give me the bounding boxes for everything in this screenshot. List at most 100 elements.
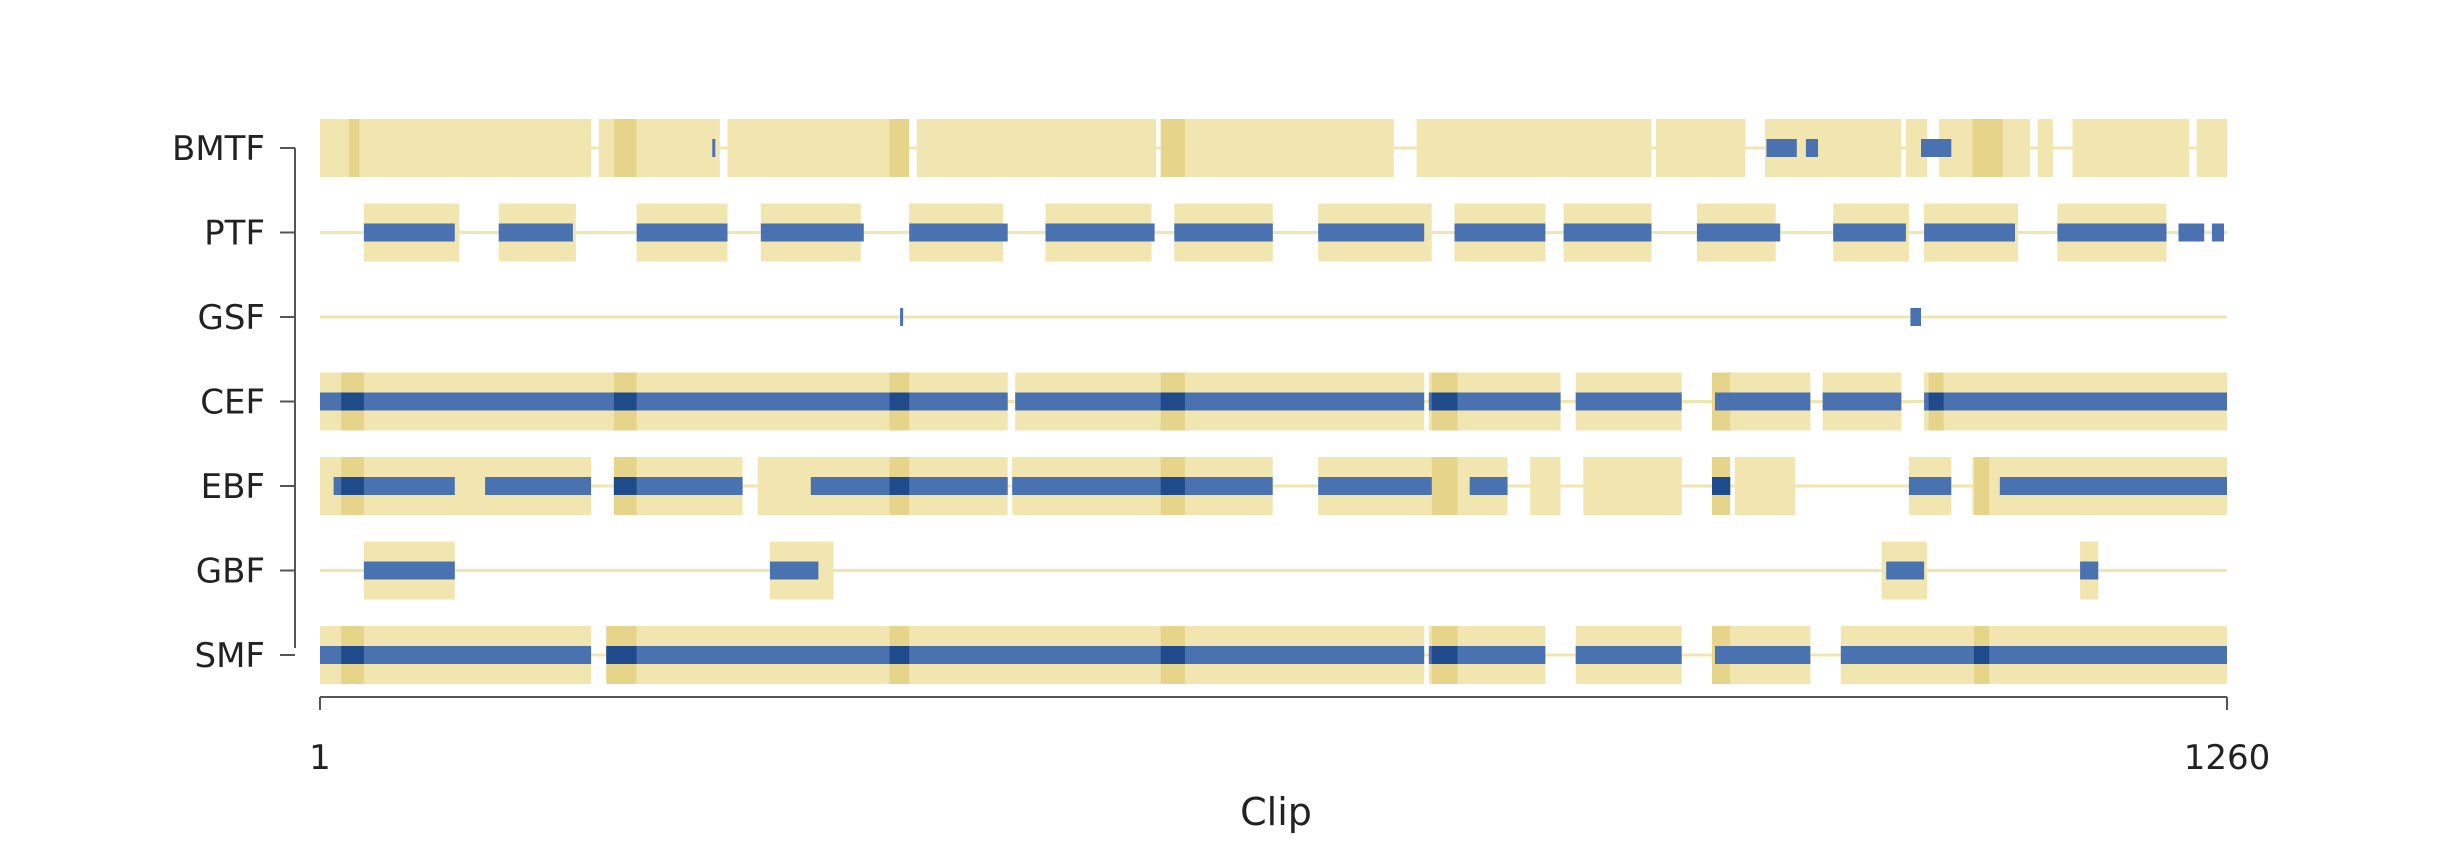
row-baseline: [320, 484, 2227, 488]
dark-high-segment: [341, 477, 364, 495]
low-segment: [1656, 119, 1746, 177]
high-segment: [2080, 561, 2099, 580]
low-segment: [2072, 119, 2190, 177]
high-segment: [2057, 223, 2167, 242]
high-segment: [1908, 477, 1952, 495]
high-segment: [1469, 477, 1508, 495]
high-segment: [1715, 646, 1811, 664]
row-label-gsf: GSF: [198, 298, 266, 338]
y-axis: [280, 147, 296, 656]
high-segment: [1696, 223, 1781, 242]
low-segment: [320, 119, 592, 177]
high-segment: [1454, 223, 1546, 242]
high-segment: [1924, 223, 2015, 242]
high-segment: [1015, 392, 1425, 411]
row-label-smf: SMF: [195, 636, 265, 676]
low-segment: [1905, 119, 1928, 177]
low-segment: [2037, 119, 2053, 177]
x-axis-title: Clip: [1240, 790, 1312, 834]
dark-high-segment: [889, 392, 910, 411]
row-label-cef: CEF: [200, 383, 265, 423]
high-segment: [485, 477, 592, 495]
dark-high-segment: [613, 392, 637, 411]
high-segment: [2211, 223, 2224, 242]
high-segment: [320, 646, 592, 664]
dark-low-segment: [348, 119, 360, 177]
high-segment: [1822, 392, 1902, 411]
high-segment: [606, 646, 1425, 664]
high-segment: [636, 223, 728, 242]
high-segment: [1575, 392, 1682, 411]
high-segment: [1045, 223, 1155, 242]
high-segment: [1406, 223, 1413, 242]
dark-low-segment: [613, 119, 637, 177]
high-segment: [1921, 139, 1952, 157]
dark-high-segment: [1928, 392, 1944, 411]
row-gsf: [320, 308, 2227, 326]
high-segment: [2178, 223, 2205, 242]
dark-low-segment: [1160, 119, 1185, 177]
x-axis: 1 1260 Clip: [309, 696, 2271, 834]
row-label-gbf: GBF: [196, 552, 265, 592]
row-baseline: [320, 231, 2227, 234]
high-segment: [1833, 223, 1906, 242]
low-segment: [1530, 457, 1561, 515]
dark-high-segment: [341, 646, 364, 664]
dark-high-segment: [606, 646, 637, 664]
dark-high-segment: [1160, 646, 1185, 664]
high-segment: [1924, 392, 2227, 411]
low-segment: [1162, 119, 1394, 177]
high-segment: [900, 308, 904, 326]
row-bmtf: [320, 119, 2227, 177]
row-baseline: [320, 569, 2227, 572]
row-ptf: [320, 203, 2227, 262]
high-segment: [1318, 477, 1432, 495]
x-tick-label-last: 1260: [2184, 738, 2271, 778]
row-label-ptf: PTF: [204, 214, 265, 254]
high-segment: [1563, 223, 1652, 242]
dark-low-segment: [1972, 119, 2003, 177]
high-segment: [1715, 392, 1811, 411]
high-segment: [1805, 139, 1818, 157]
dark-high-segment: [889, 646, 910, 664]
dark-high-segment: [1712, 477, 1731, 495]
high-segment: [1012, 477, 1273, 495]
low-segment: [916, 119, 1157, 177]
high-segment: [1575, 646, 1682, 664]
dark-high-segment: [1431, 392, 1458, 411]
dark-high-segment: [613, 477, 637, 495]
low-segment: [727, 119, 910, 177]
low-segment: [1734, 457, 1796, 515]
high-segment: [1174, 223, 1273, 242]
high-segment: [320, 392, 1008, 411]
high-segment: [1428, 392, 1561, 411]
high-segment: [909, 223, 1008, 242]
high-segment: [498, 223, 573, 242]
high-segment: [363, 223, 455, 242]
dark-high-segment: [1431, 646, 1458, 664]
high-segment: [1910, 308, 1921, 326]
dark-high-segment: [889, 477, 910, 495]
high-segment: [769, 561, 819, 580]
row-smf: [320, 626, 2227, 684]
low-segment: [2196, 119, 2227, 177]
dark-low-segment: [1431, 457, 1458, 515]
row-label-bmtf: BMTF: [172, 129, 265, 169]
high-segment: [1428, 646, 1546, 664]
high-segment: [1318, 223, 1425, 242]
low-segment: [1416, 119, 1652, 177]
high-segment: [1886, 561, 1925, 580]
heatmap-cells: [320, 119, 2227, 684]
high-segment: [760, 223, 864, 242]
high-segment: [613, 477, 743, 495]
row-gbf: [320, 541, 2227, 600]
high-segment: [1999, 477, 2227, 495]
row-labels: BMTF PTF GSF CEF EBF GBF SMF: [172, 129, 265, 676]
dark-high-segment: [1974, 646, 1990, 664]
dark-low-segment: [889, 119, 910, 177]
high-segment: [363, 561, 455, 580]
high-segment: [1766, 139, 1797, 157]
dark-high-segment: [1160, 392, 1185, 411]
x-tick-label-first: 1: [309, 738, 331, 778]
